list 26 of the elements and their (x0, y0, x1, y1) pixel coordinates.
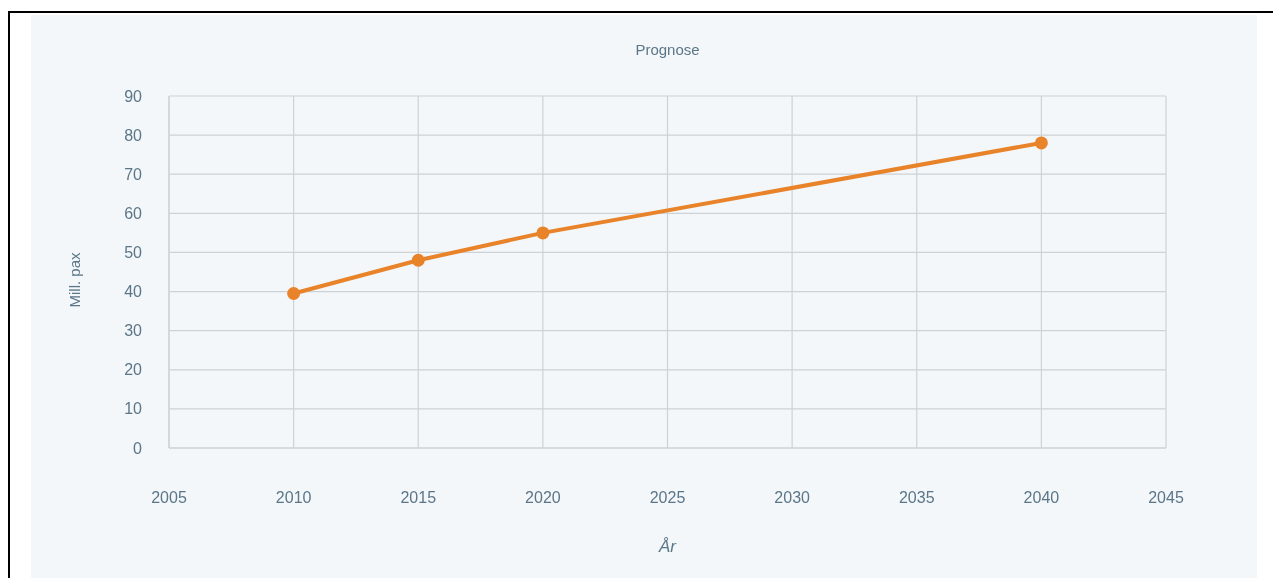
y-tick-label: 60 (124, 204, 143, 222)
point (287, 287, 301, 301)
x-tick-label: 2010 (275, 489, 312, 506)
y-tick-label: 0 (133, 439, 143, 457)
y-axis-title: Mill. pax (66, 252, 83, 308)
x-tick-label: 2020 (525, 489, 561, 506)
point (411, 253, 425, 267)
x-tick-label: 2025 (649, 489, 686, 506)
x-tick-label: 2040 (1023, 489, 1060, 506)
x-tick-label: 2005 (151, 489, 187, 506)
x-tick-label: 2030 (774, 489, 811, 506)
y-tick-label: 30 (124, 322, 143, 340)
y-tick-label: 70 (124, 165, 143, 183)
y-tick-label: 20 (124, 361, 143, 379)
y-tick-label: 50 (124, 244, 143, 262)
x-tick-label: 2045 (1148, 489, 1184, 506)
y-tick-label: 80 (124, 126, 143, 144)
chart-title: Prognose (635, 41, 700, 58)
y-tick-label: 10 (124, 400, 143, 418)
x-tick-label: 2015 (400, 489, 437, 506)
point (536, 226, 550, 240)
point (1034, 136, 1048, 150)
x-tick-label: 2035 (898, 489, 935, 506)
x-axis-title: År (658, 537, 678, 556)
y-tick-label: 40 (124, 283, 143, 301)
y-tick-label: 90 (124, 87, 143, 105)
